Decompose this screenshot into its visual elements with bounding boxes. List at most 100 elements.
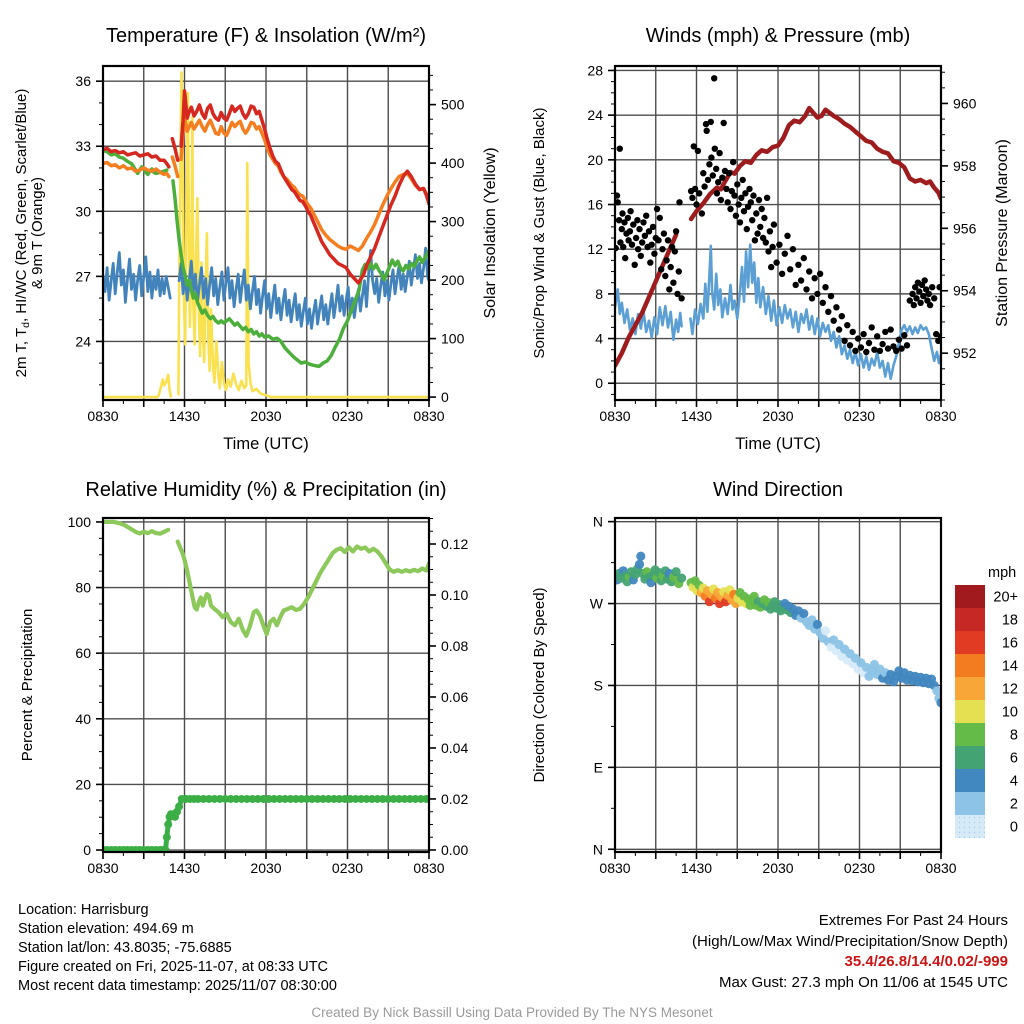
svg-text:0: 0: [83, 842, 91, 858]
svg-text:0.00: 0.00: [441, 842, 468, 858]
svg-text:8: 8: [595, 286, 603, 302]
svg-text:0.04: 0.04: [441, 740, 468, 756]
extremes-info: Extremes For Past 24 Hours (High/Low/Max…: [692, 911, 1024, 996]
svg-text:100: 100: [441, 331, 465, 347]
svg-text:Relative Humidity (%) & Precip: Relative Humidity (%) & Precipitation (i…: [85, 479, 446, 501]
station-elevation: Station elevation: 494.69 m: [18, 921, 194, 937]
svg-text:0.02: 0.02: [441, 791, 468, 807]
svg-text:0230: 0230: [844, 860, 875, 876]
svg-text:400: 400: [441, 155, 465, 171]
svg-text:Wind Direction: Wind Direction: [713, 479, 843, 501]
winds-pressure-plot: 0830 1430 2030 0230 0830 0 4 8 12 16 20 24 28 952 954 9…: [531, 25, 1011, 453]
svg-text:W: W: [590, 596, 604, 612]
wind-direction-chart: 0830 1430 2030 0230 0830 N W S E N Wind Direction D…: [512, 470, 1024, 895]
station-latlon: Station lat/lon: 43.8035; -75.6885: [18, 940, 232, 956]
svg-text:Time (UTC): Time (UTC): [223, 435, 309, 453]
svg-text:24: 24: [587, 107, 603, 123]
svg-text:0830: 0830: [87, 408, 118, 424]
svg-text:100: 100: [68, 514, 92, 530]
winds-pressure-chart: 0830 1430 2030 0230 0830 0 4 8 12 16 20 24 28 952 954 9…: [512, 0, 1024, 470]
svg-text:36: 36: [75, 73, 91, 89]
svg-text:33: 33: [75, 138, 91, 154]
svg-text:952: 952: [953, 345, 977, 361]
svg-text:0830: 0830: [87, 860, 118, 876]
svg-text:0230: 0230: [332, 408, 363, 424]
svg-text:Sonic/Prop Wind & Gust (Blue,: Sonic/Prop Wind & Gust (Blue, Black): [531, 108, 548, 359]
svg-text:2: 2: [1010, 797, 1018, 813]
svg-text:0.10: 0.10: [441, 587, 468, 603]
svg-text:80: 80: [75, 580, 91, 596]
svg-text:1430: 1430: [681, 860, 712, 876]
svg-text:0830: 0830: [599, 860, 630, 876]
svg-text:12: 12: [587, 241, 603, 257]
svg-text:0830: 0830: [925, 860, 956, 876]
svg-text:500: 500: [441, 97, 465, 113]
svg-text:N: N: [593, 514, 603, 530]
svg-text:S: S: [594, 677, 603, 693]
svg-text:0.08: 0.08: [441, 638, 468, 654]
svg-text:mph: mph: [988, 565, 1016, 581]
svg-text:14: 14: [1002, 659, 1018, 675]
svg-text:1430: 1430: [681, 408, 712, 424]
svg-text:958: 958: [953, 158, 977, 174]
svg-text:0: 0: [1010, 820, 1018, 836]
svg-text:28: 28: [587, 62, 603, 78]
svg-text:0830: 0830: [599, 408, 630, 424]
svg-text:& 9m T (Orange): & 9m T (Orange): [29, 177, 46, 289]
svg-text:24: 24: [75, 333, 91, 349]
svg-text:27: 27: [75, 268, 91, 284]
extremes-values: 35.4/26.8/14.4/0.02/-999: [844, 953, 1008, 970]
svg-text:2030: 2030: [250, 408, 281, 424]
station-info: Location: Harrisburg Station elevation: …: [0, 901, 337, 996]
svg-text:0830: 0830: [413, 860, 444, 876]
svg-text:12: 12: [1002, 682, 1018, 698]
humidity-precipitation-plot: 0830 1430 2030 0230 0830 0 20 40 60 80 100 0.00 0.02…: [19, 479, 468, 876]
wind-direction-plot: 0830 1430 2030 0230 0830 N W S E N Wind Direction D…: [531, 479, 1018, 876]
svg-text:1430: 1430: [169, 860, 200, 876]
svg-text:4: 4: [595, 331, 603, 347]
svg-text:956: 956: [953, 220, 977, 236]
svg-text:6: 6: [1010, 751, 1018, 767]
svg-text:4: 4: [1010, 774, 1018, 790]
credit-line: Created By Nick Bassill Using Data Provi…: [311, 1005, 713, 1020]
footer: Location: Harrisburg Station elevation: …: [0, 895, 1024, 996]
svg-text:18: 18: [1002, 613, 1018, 629]
svg-text:954: 954: [953, 283, 977, 299]
svg-text:2m T, Td, HI/WC (Red, Green, S: 2m T, Td, HI/WC (Red, Green, Scarlet/Blu…: [13, 89, 32, 378]
svg-text:0: 0: [595, 375, 603, 391]
svg-text:0830: 0830: [413, 408, 444, 424]
svg-text:Station Pressure (Maroon): Station Pressure (Maroon): [994, 139, 1011, 327]
temperature-insolation-plot: 0830 1430 2030 0230 0830 24 27 30 33 36 0 100 200 300…: [13, 25, 499, 453]
svg-text:20: 20: [75, 776, 91, 792]
svg-text:1430: 1430: [169, 408, 200, 424]
svg-text:40: 40: [75, 711, 91, 727]
humidity-precipitation-chart: 0830 1430 2030 0230 0830 0 20 40 60 80 100 0.00 0.02…: [0, 470, 512, 895]
svg-text:Temperature (F) & Insolation (: Temperature (F) & Insolation (W/m²): [106, 25, 426, 47]
svg-text:20: 20: [587, 152, 603, 168]
svg-text:Percent & Precipitation: Percent & Precipitation: [19, 609, 36, 762]
svg-text:Time (UTC): Time (UTC): [735, 435, 821, 453]
svg-text:0.06: 0.06: [441, 689, 468, 705]
temperature-insolation-chart: 0830 1430 2030 0230 0830 24 27 30 33 36 0 100 200 300…: [0, 0, 512, 470]
svg-text:16: 16: [1002, 636, 1018, 652]
recent-data-timestamp: Most recent data timestamp: 2025/11/07 0…: [18, 978, 337, 994]
svg-text:0.12: 0.12: [441, 536, 468, 552]
svg-text:2030: 2030: [762, 860, 793, 876]
svg-text:2030: 2030: [762, 408, 793, 424]
svg-text:N: N: [593, 841, 603, 857]
svg-text:0230: 0230: [844, 408, 875, 424]
station-location: Location: Harrisburg: [18, 902, 149, 918]
extremes-title: Extremes For Past 24 Hours: [818, 912, 1008, 929]
svg-text:300: 300: [441, 214, 465, 230]
svg-text:0830: 0830: [925, 408, 956, 424]
svg-text:10: 10: [1002, 705, 1018, 721]
svg-text:200: 200: [441, 272, 465, 288]
charts-grid: 0830 1430 2030 0230 0830 24 27 30 33 36 0 100 200 300…: [0, 0, 1024, 895]
svg-text:20+: 20+: [993, 590, 1018, 606]
svg-text:0: 0: [441, 389, 449, 405]
svg-text:960: 960: [953, 95, 977, 111]
extremes-subtitle: (High/Low/Max Wind/Precipitation/Snow De…: [692, 932, 1008, 950]
svg-text:Solar Insolation (Yellow): Solar Insolation (Yellow): [482, 147, 499, 318]
svg-text:0230: 0230: [332, 860, 363, 876]
